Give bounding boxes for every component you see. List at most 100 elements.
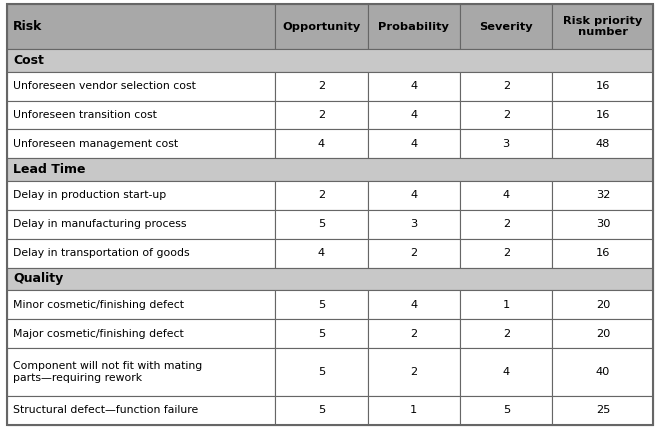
Bar: [552, 396, 653, 425]
Bar: [7, 290, 275, 319]
Text: 16: 16: [596, 81, 610, 91]
Text: 1: 1: [410, 405, 417, 415]
Text: Severity: Severity: [479, 22, 533, 32]
Text: Delay in manufacturing process: Delay in manufacturing process: [13, 219, 187, 230]
Text: 2: 2: [503, 329, 510, 338]
Bar: [7, 396, 275, 425]
Text: Cost: Cost: [13, 54, 44, 67]
Bar: [7, 4, 275, 49]
Text: 4: 4: [317, 139, 325, 149]
Bar: [552, 100, 653, 130]
Text: Lead Time: Lead Time: [13, 163, 86, 176]
Bar: [7, 319, 275, 348]
Bar: [7, 72, 275, 100]
Bar: [368, 210, 460, 239]
Text: Structural defect—function failure: Structural defect—function failure: [13, 405, 199, 415]
Bar: [7, 158, 653, 181]
Text: 2: 2: [317, 110, 325, 120]
Bar: [275, 72, 368, 100]
Bar: [460, 290, 552, 319]
Bar: [368, 319, 460, 348]
Text: Opportunity: Opportunity: [282, 22, 360, 32]
Bar: [460, 4, 552, 49]
Text: Risk: Risk: [13, 20, 43, 33]
Text: 4: 4: [317, 248, 325, 258]
Text: 2: 2: [411, 329, 417, 338]
Bar: [460, 100, 552, 130]
Bar: [7, 49, 653, 72]
Bar: [368, 290, 460, 319]
Text: 2: 2: [503, 110, 510, 120]
Text: 30: 30: [596, 219, 610, 230]
Bar: [275, 396, 368, 425]
Bar: [275, 210, 368, 239]
Bar: [7, 100, 275, 130]
Bar: [7, 181, 275, 210]
Text: 4: 4: [411, 110, 417, 120]
Bar: [460, 396, 552, 425]
Bar: [7, 130, 275, 158]
Text: 32: 32: [596, 190, 610, 200]
Text: 5: 5: [317, 405, 325, 415]
Bar: [460, 348, 552, 396]
Text: Risk priority
number: Risk priority number: [564, 16, 643, 37]
Bar: [460, 130, 552, 158]
Text: Delay in production start-up: Delay in production start-up: [13, 190, 166, 200]
Bar: [368, 72, 460, 100]
Text: 2: 2: [503, 81, 510, 91]
Text: 3: 3: [503, 139, 510, 149]
Text: Quality: Quality: [13, 272, 63, 285]
Bar: [275, 319, 368, 348]
Text: 20: 20: [596, 300, 610, 310]
Text: 2: 2: [317, 190, 325, 200]
Text: 4: 4: [411, 81, 417, 91]
Text: Probability: Probability: [378, 22, 449, 32]
Text: 20: 20: [596, 329, 610, 338]
Bar: [275, 239, 368, 268]
Text: 2: 2: [411, 367, 417, 377]
Text: 3: 3: [410, 219, 417, 230]
Text: 1: 1: [503, 300, 510, 310]
Text: 2: 2: [317, 81, 325, 91]
Bar: [275, 348, 368, 396]
Text: 4: 4: [503, 367, 510, 377]
Bar: [368, 4, 460, 49]
Text: 48: 48: [596, 139, 610, 149]
Bar: [552, 348, 653, 396]
Bar: [552, 72, 653, 100]
Text: 2: 2: [503, 248, 510, 258]
Bar: [368, 130, 460, 158]
Bar: [368, 181, 460, 210]
Text: 25: 25: [596, 405, 610, 415]
Bar: [552, 181, 653, 210]
Bar: [552, 239, 653, 268]
Text: 16: 16: [596, 110, 610, 120]
Text: Delay in transportation of goods: Delay in transportation of goods: [13, 248, 190, 258]
Text: 5: 5: [503, 405, 510, 415]
Bar: [552, 319, 653, 348]
Text: Unforeseen management cost: Unforeseen management cost: [13, 139, 178, 149]
Text: 40: 40: [596, 367, 610, 377]
Bar: [552, 290, 653, 319]
Text: Major cosmetic/finishing defect: Major cosmetic/finishing defect: [13, 329, 184, 338]
Bar: [7, 268, 653, 290]
Bar: [275, 130, 368, 158]
Bar: [460, 239, 552, 268]
Text: 4: 4: [411, 139, 417, 149]
Bar: [368, 348, 460, 396]
Bar: [368, 396, 460, 425]
Bar: [7, 210, 275, 239]
Bar: [460, 319, 552, 348]
Text: Component will not fit with mating
parts—requiring rework: Component will not fit with mating parts…: [13, 361, 203, 383]
Bar: [7, 239, 275, 268]
Bar: [368, 239, 460, 268]
Text: 5: 5: [317, 300, 325, 310]
Bar: [275, 100, 368, 130]
Bar: [275, 4, 368, 49]
Text: 5: 5: [317, 367, 325, 377]
Bar: [552, 210, 653, 239]
Bar: [460, 181, 552, 210]
Text: 4: 4: [411, 300, 417, 310]
Text: 2: 2: [411, 248, 417, 258]
Text: 16: 16: [596, 248, 610, 258]
